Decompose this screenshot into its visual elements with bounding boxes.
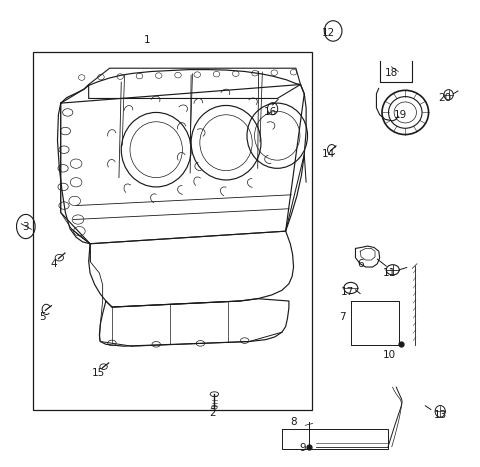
Text: 16: 16 bbox=[264, 107, 277, 117]
Text: 7: 7 bbox=[339, 312, 346, 322]
Text: 12: 12 bbox=[322, 28, 335, 38]
Text: 11: 11 bbox=[383, 268, 396, 278]
Text: 9: 9 bbox=[300, 443, 306, 453]
Text: 10: 10 bbox=[383, 350, 396, 360]
Text: 18: 18 bbox=[384, 68, 398, 78]
Text: 14: 14 bbox=[322, 149, 335, 159]
Text: 5: 5 bbox=[39, 312, 46, 322]
Text: 15: 15 bbox=[91, 368, 105, 378]
Text: 17: 17 bbox=[340, 287, 354, 297]
Text: 4: 4 bbox=[50, 259, 57, 269]
Text: 6: 6 bbox=[358, 259, 364, 269]
Text: 1: 1 bbox=[144, 35, 150, 45]
Text: 19: 19 bbox=[394, 110, 407, 120]
Bar bbox=[33, 52, 312, 410]
Text: 13: 13 bbox=[433, 410, 447, 420]
Text: 8: 8 bbox=[290, 417, 297, 427]
Text: 20: 20 bbox=[438, 93, 451, 104]
Text: 3: 3 bbox=[23, 221, 29, 232]
Text: 2: 2 bbox=[209, 408, 216, 418]
